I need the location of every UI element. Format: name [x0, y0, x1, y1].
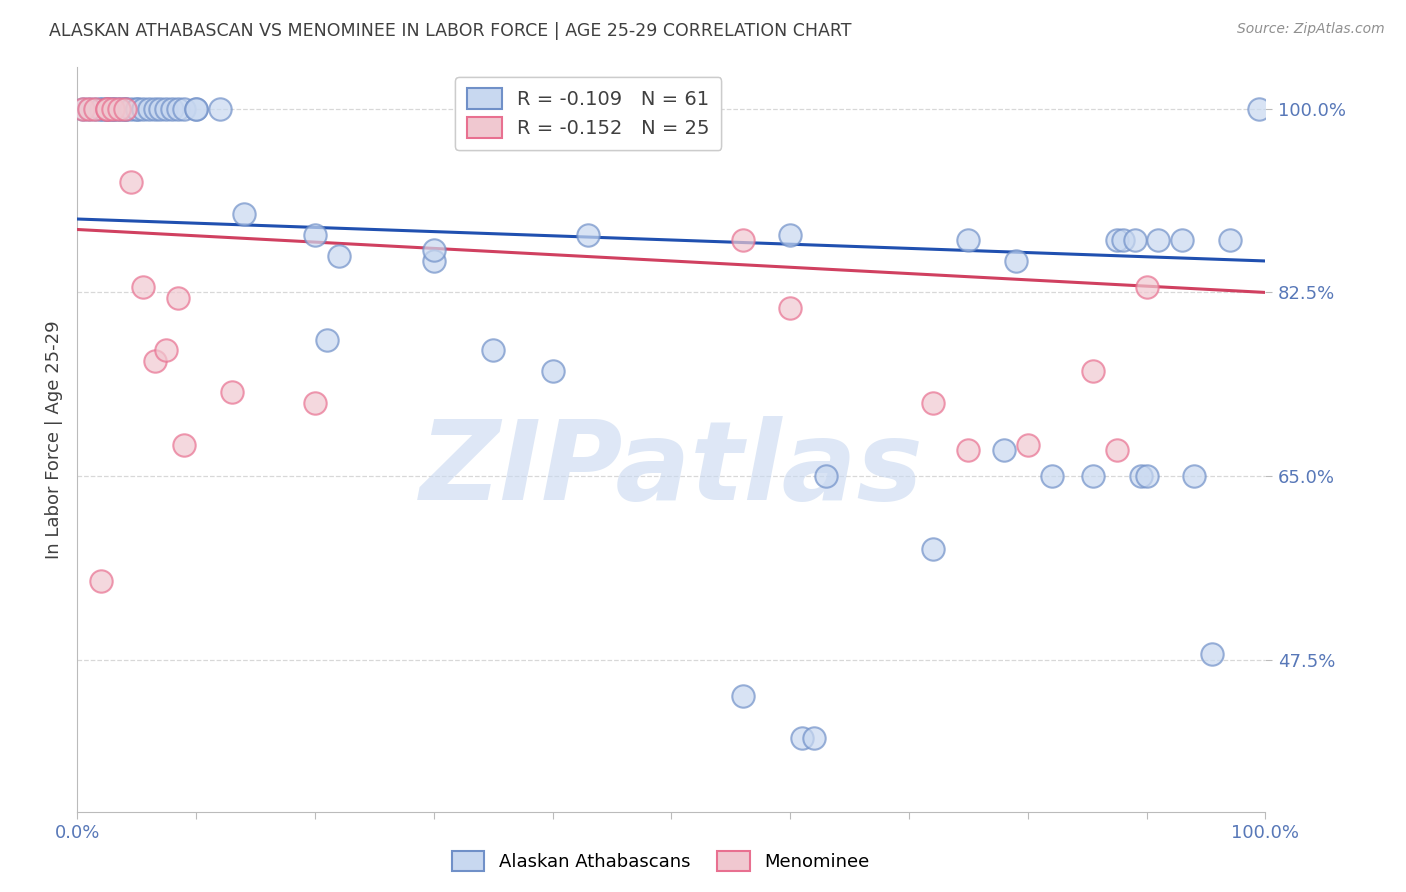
Point [131, 102, 153, 116]
Point [1081, 364, 1104, 378]
Point [173, 437, 195, 451]
Point [232, 207, 254, 221]
Y-axis label: In Labor Force | Age 25-29: In Labor Force | Age 25-29 [45, 320, 63, 558]
Point [90, 102, 112, 116]
Point [221, 385, 243, 400]
Point [96, 102, 118, 116]
Point [96, 102, 118, 116]
Point [1147, 233, 1170, 247]
Point [186, 102, 208, 116]
Point [90, 102, 112, 116]
Point [993, 442, 1015, 457]
Point [155, 343, 177, 358]
Point [186, 102, 208, 116]
Point [1017, 437, 1039, 451]
Point [173, 102, 195, 116]
Point [790, 731, 813, 746]
Point [541, 364, 564, 378]
Point [77, 102, 100, 116]
Point [1136, 280, 1159, 294]
Point [1081, 469, 1104, 483]
Point [482, 343, 505, 358]
Point [803, 731, 825, 746]
Point [423, 244, 446, 258]
Point [101, 102, 124, 116]
Point [125, 102, 148, 116]
Point [125, 102, 148, 116]
Point [957, 442, 980, 457]
Point [304, 227, 326, 242]
Point [108, 102, 131, 116]
Point [731, 690, 754, 704]
Point [143, 102, 166, 116]
Point [96, 102, 118, 116]
Point [315, 333, 337, 347]
Point [1171, 233, 1194, 247]
Point [921, 395, 943, 409]
Point [167, 291, 190, 305]
Point [120, 102, 142, 116]
Point [96, 102, 118, 116]
Point [1201, 648, 1223, 662]
Text: ALASKAN ATHABASCAN VS MENOMINEE IN LABOR FORCE | AGE 25-29 CORRELATION CHART: ALASKAN ATHABASCAN VS MENOMINEE IN LABOR… [49, 22, 852, 40]
Point [1040, 469, 1063, 483]
Point [731, 233, 754, 247]
Text: Source: ZipAtlas.com: Source: ZipAtlas.com [1237, 22, 1385, 37]
Legend: R = -0.109   N = 61, R = -0.152   N = 25: R = -0.109 N = 61, R = -0.152 N = 25 [456, 77, 721, 150]
Point [814, 469, 837, 483]
Text: ZIPatlas: ZIPatlas [419, 416, 924, 523]
Point [162, 102, 184, 116]
Point [72, 102, 94, 116]
Point [72, 102, 94, 116]
Point [84, 102, 107, 116]
Point [143, 353, 166, 368]
Point [131, 280, 153, 294]
Point [779, 227, 801, 242]
Point [138, 102, 160, 116]
Point [108, 102, 131, 116]
Point [1129, 469, 1152, 483]
Point [167, 102, 190, 116]
Point [1136, 469, 1159, 483]
Point [921, 542, 943, 557]
Point [304, 395, 326, 409]
Point [114, 102, 136, 116]
Point [1112, 233, 1135, 247]
Point [101, 102, 124, 116]
Point [1105, 442, 1128, 457]
Point [1005, 254, 1028, 268]
Point [120, 175, 142, 189]
Point [90, 574, 112, 588]
Point [576, 227, 599, 242]
Point [208, 102, 231, 116]
Point [1219, 233, 1241, 247]
Point [1249, 102, 1271, 116]
Point [96, 102, 118, 116]
Point [423, 254, 446, 268]
Point [328, 249, 350, 263]
Point [101, 102, 124, 116]
Point [77, 102, 100, 116]
Point [957, 233, 980, 247]
Point [114, 102, 136, 116]
Point [114, 102, 136, 116]
Point [155, 102, 177, 116]
Point [101, 102, 124, 116]
Point [114, 102, 136, 116]
Point [1123, 233, 1146, 247]
Point [84, 102, 107, 116]
Point [108, 102, 131, 116]
Point [1182, 469, 1205, 483]
Point [1105, 233, 1128, 247]
Legend: Alaskan Athabascans, Menominee: Alaskan Athabascans, Menominee [444, 844, 877, 879]
Point [779, 301, 801, 315]
Point [149, 102, 172, 116]
